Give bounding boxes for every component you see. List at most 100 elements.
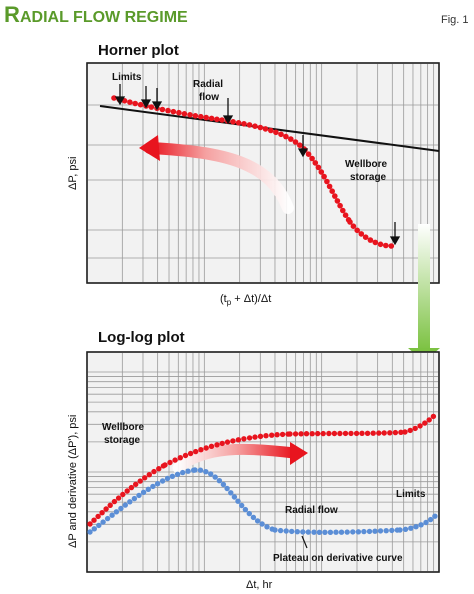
data-point	[187, 112, 193, 118]
data-point	[305, 529, 311, 535]
data-point	[176, 109, 182, 116]
horner-label-wellbore-1: Wellbore	[345, 159, 387, 170]
data-point	[128, 484, 135, 491]
data-point	[137, 478, 143, 484]
loglog-direction-arrow-head	[290, 442, 308, 465]
data-point	[174, 471, 181, 477]
data-point	[361, 528, 367, 535]
data-point	[159, 478, 166, 484]
figure-title-initial: R	[4, 2, 20, 27]
loglog-direction-arrow-shaft	[172, 443, 300, 474]
data-point	[350, 223, 357, 229]
data-point	[381, 430, 387, 436]
data-point	[321, 173, 327, 180]
data-point	[283, 133, 289, 140]
data-point	[353, 430, 360, 437]
data-point	[151, 468, 157, 475]
loglog-title: Log-log plot	[98, 329, 185, 346]
data-point	[198, 447, 204, 453]
data-point	[133, 481, 139, 487]
horner-direction-arrow-shaft	[144, 142, 294, 214]
data-point	[322, 529, 328, 535]
data-point	[383, 242, 389, 249]
data-point	[287, 431, 293, 437]
data-point	[366, 528, 373, 535]
data-point	[312, 160, 319, 166]
data-point	[87, 529, 93, 535]
data-point	[397, 527, 403, 533]
data-point	[107, 502, 113, 508]
data-point	[372, 239, 379, 246]
data-point	[246, 122, 253, 128]
data-point	[392, 429, 399, 436]
data-point	[263, 433, 269, 439]
data-point	[387, 430, 393, 436]
data-point	[292, 139, 299, 145]
data-point	[342, 212, 349, 218]
data-point	[273, 129, 279, 136]
data-point	[407, 427, 413, 434]
data-point	[402, 429, 408, 435]
data-point	[315, 430, 321, 437]
data-point	[208, 115, 215, 122]
data-point	[214, 116, 220, 123]
loglog-pressure-series	[87, 413, 437, 527]
data-point	[132, 100, 138, 107]
data-point	[272, 527, 278, 533]
data-point	[423, 519, 429, 526]
data-point	[327, 529, 334, 535]
data-point	[150, 483, 156, 490]
data-point	[342, 430, 349, 437]
data-point	[146, 472, 152, 478]
data-point	[203, 469, 209, 475]
data-point	[224, 439, 231, 445]
data-point	[252, 434, 258, 440]
data-point	[172, 457, 178, 463]
data-point	[350, 529, 356, 535]
plateau-pointer	[301, 535, 308, 549]
data-point	[127, 99, 133, 105]
data-point	[118, 505, 124, 512]
data-point	[165, 107, 171, 114]
data-point	[324, 178, 330, 185]
data-point	[180, 469, 186, 476]
data-point	[383, 528, 389, 534]
data-point	[334, 198, 341, 204]
data-point	[192, 467, 198, 473]
data-point	[164, 475, 171, 482]
data-point	[140, 489, 147, 495]
data-point	[224, 485, 230, 492]
data-point	[197, 467, 204, 473]
data-point	[162, 462, 168, 468]
data-point	[311, 529, 317, 535]
data-point	[136, 492, 142, 499]
horner-title: Horner plot	[98, 42, 179, 59]
data-point	[309, 155, 315, 162]
data-point	[242, 506, 249, 513]
data-point	[262, 126, 269, 132]
data-point	[326, 183, 333, 190]
data-point	[332, 193, 338, 199]
data-point	[235, 437, 242, 443]
data-point	[340, 207, 346, 214]
figure-number: Fig. 1	[441, 14, 469, 26]
data-point	[376, 430, 382, 436]
data-point	[344, 529, 350, 535]
data-point	[331, 430, 338, 437]
data-point	[326, 430, 332, 437]
data-point	[131, 495, 138, 502]
data-point	[241, 436, 247, 442]
data-point	[212, 474, 218, 480]
horner-label-wellbore-2: storage	[350, 172, 387, 183]
data-point	[289, 528, 295, 535]
horner-label-radial-2: flow	[199, 92, 219, 103]
data-point	[354, 227, 361, 234]
data-point	[91, 517, 97, 523]
data-point	[257, 433, 264, 439]
data-point	[288, 136, 294, 142]
data-point	[292, 431, 299, 437]
data-point	[220, 481, 227, 488]
data-point	[277, 527, 284, 534]
data-point	[358, 231, 365, 237]
data-point	[181, 111, 188, 117]
